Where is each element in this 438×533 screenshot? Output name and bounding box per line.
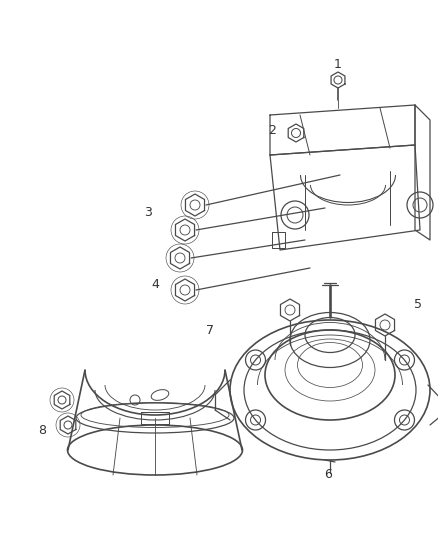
Text: 8: 8 [38, 424, 46, 437]
Text: 3: 3 [144, 206, 152, 220]
Text: 1: 1 [334, 59, 342, 71]
Text: 4: 4 [151, 279, 159, 292]
Text: 5: 5 [414, 298, 422, 311]
Text: 6: 6 [324, 469, 332, 481]
Text: 7: 7 [206, 324, 214, 336]
Text: 2: 2 [268, 124, 276, 136]
